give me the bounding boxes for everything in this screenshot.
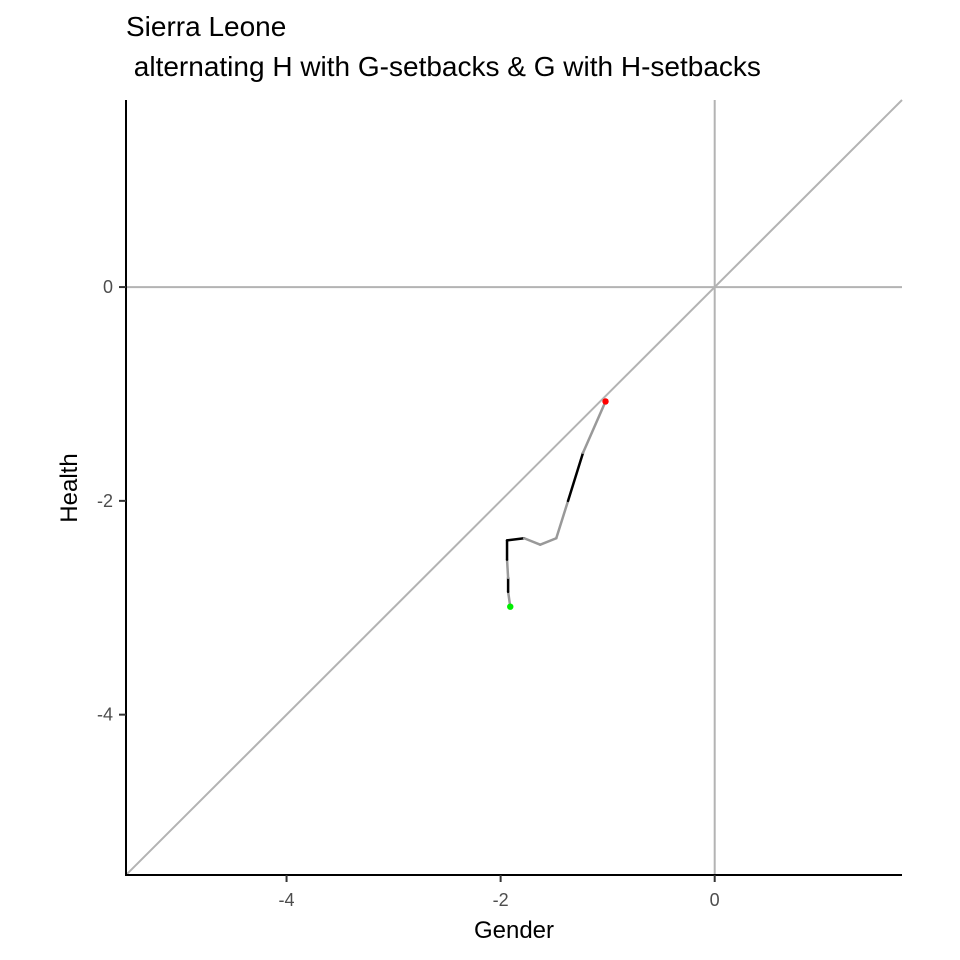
x-axis-title: Gender [474,917,554,944]
path-segment [555,499,570,540]
path-segment [522,537,542,546]
chart-title-line-1: Sierra Leone [126,11,286,42]
x-tick-label: 0 [710,890,720,910]
x-tick-label: -2 [493,890,509,910]
path-segment [538,537,558,546]
y-tick-label: -4 [97,705,113,725]
reference-line-diagonal [125,99,903,876]
path-segment [566,451,585,503]
x-tick-label: -4 [279,890,295,910]
chart-title-line-2: alternating H with G-setbacks & G with H… [126,51,761,82]
y-tick-label: -2 [97,491,113,511]
y-axis-title: Health [56,453,83,522]
axis-ticks: -4 -2 0 0 -2 -4 [97,277,720,910]
y-tick-label: 0 [103,277,113,297]
path-segment [505,558,510,580]
path-segment [505,537,526,542]
start-point [507,603,514,610]
path-segment [581,400,607,455]
plot-area [125,99,903,876]
end-point [602,398,609,405]
